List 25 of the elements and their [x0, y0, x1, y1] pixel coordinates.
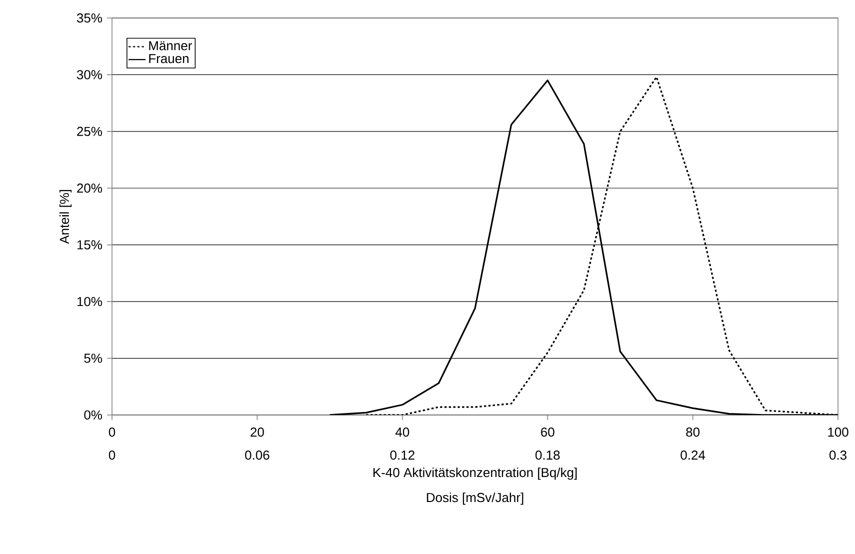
x-tick-label: 60: [541, 428, 554, 437]
x2-tick-label: 0.18: [535, 450, 560, 460]
x-tick-label: 0: [108, 428, 116, 437]
y-tick-label: 30%: [76, 70, 102, 80]
y-tick-label: 25%: [77, 126, 102, 136]
y-tick-label: 20%: [77, 184, 102, 193]
y-tick-label: 15%: [77, 240, 102, 250]
x-tick-label: 100: [828, 428, 848, 437]
y-tick-label: 5%: [84, 354, 102, 363]
x2-tick-label: 0: [108, 450, 116, 460]
x2-tick-label: 0.12: [390, 450, 414, 460]
y-axis-title: Anteil [%]: [59, 190, 72, 244]
y-tick-label: 0%: [84, 410, 102, 420]
x2-axis-title: Dosis [mSv/Jahr]: [426, 492, 524, 505]
x-tick-label: 20: [250, 428, 264, 437]
legend-label: Männer: [149, 41, 192, 50]
x2-tick-label: 0.3: [829, 450, 846, 460]
x-axis-title: K-40 Aktivitätskonzentration [Bq/kg]: [373, 468, 577, 480]
x2-tick-label: 0.24: [680, 450, 706, 460]
y-tick-label: 10%: [77, 296, 102, 306]
x-tick-label: 80: [686, 428, 700, 437]
x-tick-label: 40: [395, 428, 410, 437]
y-tick-label: 35%: [76, 13, 102, 23]
legend-label: Frauen: [149, 54, 188, 64]
x2-tick-label: 0.06: [245, 450, 270, 460]
